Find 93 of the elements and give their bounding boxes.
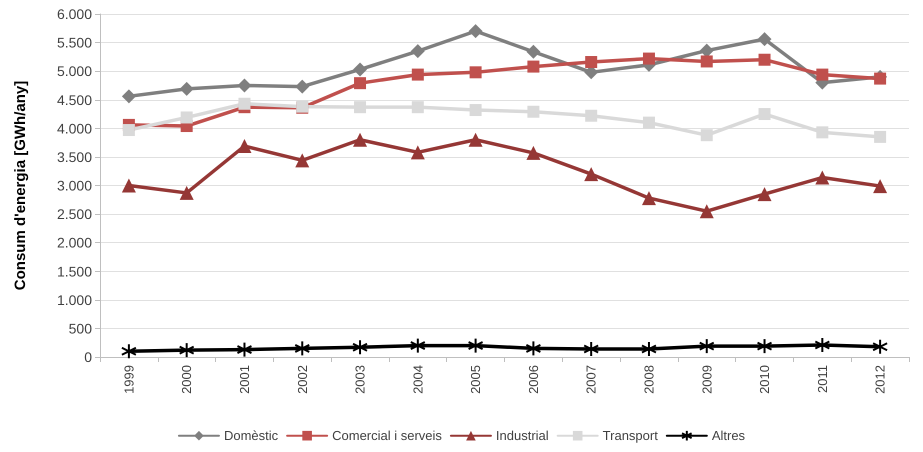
y-tick-label: 0: [84, 349, 92, 365]
y-tick-label: 2.000: [56, 234, 92, 251]
point: [872, 338, 888, 355]
point: [814, 336, 830, 353]
point: [180, 111, 193, 124]
x-tick-label: 1999: [121, 365, 136, 394]
x-tick-label: 2009: [699, 365, 714, 394]
point: [815, 170, 830, 184]
point: [295, 80, 310, 94]
point: [410, 145, 425, 160]
y-axis-title: Consum d'energia [GWh/any]: [12, 80, 29, 290]
point: [122, 89, 136, 104]
point: [756, 338, 773, 354]
y-tick-label: 6.000: [56, 6, 92, 22]
point: [585, 110, 598, 122]
point: [526, 146, 540, 160]
legend-label: Transport: [602, 428, 658, 444]
point: [120, 343, 137, 360]
y-tick-label: 4.000: [56, 120, 92, 136]
y-tick-label: 4.500: [56, 92, 92, 108]
point: [758, 54, 771, 66]
point: [642, 191, 656, 206]
point: [642, 116, 655, 129]
point: [758, 108, 771, 120]
point: [468, 24, 483, 38]
point: [873, 179, 888, 194]
point: [178, 342, 195, 358]
point: [468, 338, 484, 354]
y-tick-label: 3.500: [56, 148, 92, 165]
point: [180, 82, 194, 96]
x-tick-label: 2012: [872, 365, 888, 394]
point: [122, 178, 136, 192]
point: [294, 340, 310, 356]
point: [698, 338, 715, 354]
point: [238, 98, 250, 110]
point: [468, 132, 483, 147]
point: [470, 66, 482, 78]
point: [758, 187, 772, 202]
y-tick-label: 500: [68, 320, 92, 336]
point: [353, 132, 368, 147]
x-tick-label: 2004: [410, 365, 426, 394]
x-tick-label: 2005: [468, 365, 484, 394]
point: [642, 52, 655, 65]
y-tick-label: 1.500: [56, 263, 92, 280]
point: [583, 340, 600, 357]
point: [412, 68, 424, 81]
point: [354, 77, 366, 90]
point: [410, 338, 426, 354]
x-tick-label: 2002: [294, 365, 310, 394]
point: [352, 339, 368, 356]
x-tick-label: 2008: [641, 365, 656, 394]
x-tick-label: 2006: [526, 365, 541, 394]
y-tick-label: 2.500: [56, 206, 92, 222]
point: [237, 78, 252, 92]
point: [816, 126, 828, 138]
point: [525, 340, 542, 356]
y-tick-label: 3.000: [56, 178, 92, 194]
point: [874, 130, 886, 143]
point: [180, 186, 194, 200]
point: [527, 60, 540, 73]
point: [640, 340, 657, 357]
point: [700, 129, 713, 142]
point: [122, 124, 135, 136]
legend-label: Comercial i serveis: [332, 428, 442, 444]
point: [585, 56, 598, 68]
x-tick-label: 2003: [352, 365, 368, 394]
point: [816, 68, 828, 81]
x-tick-label: 2011: [814, 365, 830, 393]
point: [874, 72, 886, 85]
x-tick-label: 2001: [236, 365, 252, 394]
legend-label: Altres: [712, 428, 746, 444]
x-tick-label: 2007: [584, 365, 599, 394]
y-tick-label: 5.000: [56, 63, 92, 80]
point: [758, 32, 772, 46]
point: [353, 62, 368, 76]
y-tick-label: 1.000: [56, 292, 92, 308]
legend-label: Domèstic: [224, 428, 279, 444]
point: [584, 167, 598, 182]
point: [700, 204, 714, 218]
point: [236, 342, 252, 358]
point: [354, 101, 366, 114]
point: [412, 101, 424, 114]
point: [527, 106, 540, 118]
x-tick-label: 2010: [757, 365, 772, 394]
y-tick-label: 5.500: [56, 34, 92, 51]
point: [295, 153, 310, 168]
point: [237, 139, 252, 154]
legend-label: Industrial: [496, 428, 549, 444]
point: [700, 55, 713, 68]
x-tick-label: 2000: [179, 365, 194, 394]
point: [526, 44, 540, 59]
point: [410, 44, 425, 58]
point: [470, 104, 482, 116]
